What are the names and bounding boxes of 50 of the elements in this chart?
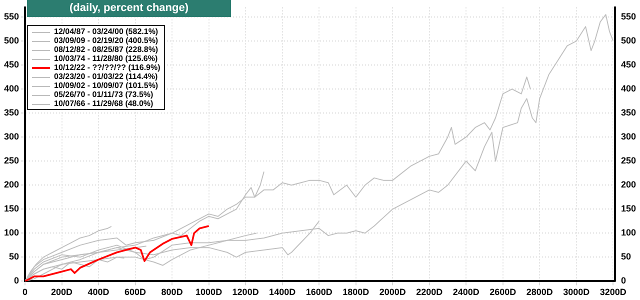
x-tick-label: 1000D [196, 287, 223, 298]
x-tick-label: 800D [161, 287, 184, 298]
x-tick-label: 2600D [490, 287, 517, 298]
y2-tick-label: 100 [620, 228, 636, 238]
y-tick-label: 0 [14, 276, 20, 286]
legend-label: 10/12/22 - ??/??/?? (116.9%) [54, 63, 160, 72]
y-tick-label: 350 [4, 108, 20, 118]
x-tick-label: 1400D [269, 287, 296, 298]
y2-tick-label: 500 [620, 36, 636, 46]
y-tick-label: 300 [4, 132, 20, 142]
x-tick-label: 2200D [416, 287, 444, 298]
x-tick-label: 1600D [306, 287, 333, 298]
legend-label: 10/03/74 - 11/28/80 (125.6%) [54, 54, 158, 64]
legend-label: 03/09/09 - 02/19/20 (400.5%) [54, 36, 158, 46]
legend-label: 10/07/66 - 11/29/68 (48.0%) [54, 99, 154, 108]
x-tick-label: 2800D [526, 287, 554, 298]
legend-label: 05/26/70 - 01/11/73 (73.5%) [54, 90, 154, 100]
x-tick-label: 2000D [379, 287, 406, 298]
y-tick-label: 150 [4, 204, 20, 214]
y2-tick-label: 300 [620, 132, 636, 142]
y2-tick-label: 50 [620, 252, 631, 262]
legend-label: 08/12/82 - 08/25/87 (228.8%) [54, 45, 158, 54]
legend-label: 03/23/20 - 01/03/22 (114.4%) [54, 72, 158, 82]
x-tick-label: 3000D [563, 287, 590, 298]
y-tick-label: 100 [4, 228, 20, 238]
x-tick-label: 0 [22, 287, 28, 298]
x-tick-label: 400D [88, 287, 110, 298]
x-tick-label: 1800D [342, 287, 370, 298]
y2-tick-label: 350 [620, 108, 636, 118]
y2-tick-label: 400 [620, 84, 636, 94]
x-tick-label: 3200D [600, 287, 627, 298]
legend-label: 10/09/02 - 10/09/07 (101.5%) [54, 81, 158, 90]
y-tick-label: 550 [4, 11, 20, 22]
y-tick-label: 400 [4, 84, 20, 94]
y-tick-label: 500 [4, 36, 20, 46]
y2-tick-label: 450 [620, 60, 636, 70]
y2-tick-label: 150 [620, 204, 636, 214]
y-tick-label: 250 [4, 156, 20, 166]
y2-tick-label: 200 [620, 180, 636, 190]
y2-tick-label: 550 [620, 11, 636, 22]
y-tick-label: 50 [9, 252, 20, 262]
x-tick-label: 600D [124, 287, 147, 298]
y2-tick-label: 250 [620, 156, 636, 166]
x-tick-label: 200D [51, 287, 74, 298]
x-tick-label: 1200D [232, 287, 260, 298]
x-tick-label: 2400D [452, 287, 480, 298]
y-tick-label: 450 [4, 60, 20, 70]
y2-tick-label: 0 [620, 276, 626, 286]
y-tick-label: 200 [4, 180, 20, 190]
legend-label: 12/04/87 - 03/24/00 (582.1%) [54, 27, 158, 36]
